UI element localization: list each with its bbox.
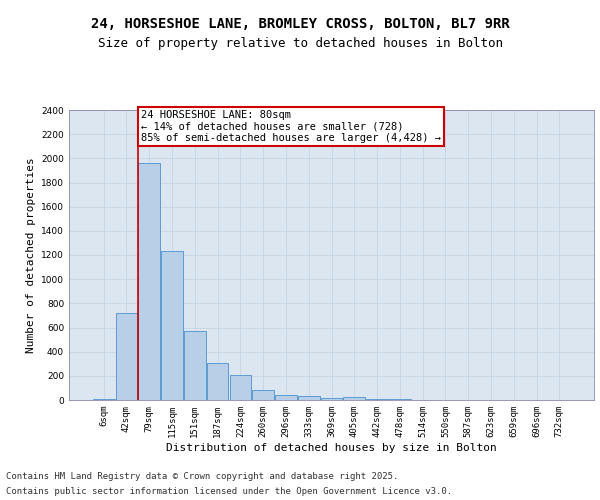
Bar [275, 394, 297, 400]
Bar [161, 252, 183, 400]
Bar [93, 399, 115, 400]
Bar [207, 363, 229, 400]
Text: Contains HM Land Registry data © Crown copyright and database right 2025.: Contains HM Land Registry data © Crown c… [6, 472, 398, 481]
X-axis label: Distribution of detached houses by size in Bolton: Distribution of detached houses by size … [166, 442, 497, 452]
Text: Contains public sector information licensed under the Open Government Licence v3: Contains public sector information licen… [6, 487, 452, 496]
Y-axis label: Number of detached properties: Number of detached properties [26, 157, 35, 353]
Bar [116, 313, 137, 400]
Text: 24, HORSESHOE LANE, BROMLEY CROSS, BOLTON, BL7 9RR: 24, HORSESHOE LANE, BROMLEY CROSS, BOLTO… [91, 18, 509, 32]
Bar [184, 330, 206, 400]
Bar [320, 398, 343, 400]
Text: Size of property relative to detached houses in Bolton: Size of property relative to detached ho… [97, 38, 503, 51]
Bar [230, 375, 251, 400]
Bar [343, 396, 365, 400]
Text: 24 HORSESHOE LANE: 80sqm
← 14% of detached houses are smaller (728)
85% of semi-: 24 HORSESHOE LANE: 80sqm ← 14% of detach… [141, 110, 441, 143]
Bar [253, 390, 274, 400]
Bar [298, 396, 320, 400]
Bar [139, 163, 160, 400]
